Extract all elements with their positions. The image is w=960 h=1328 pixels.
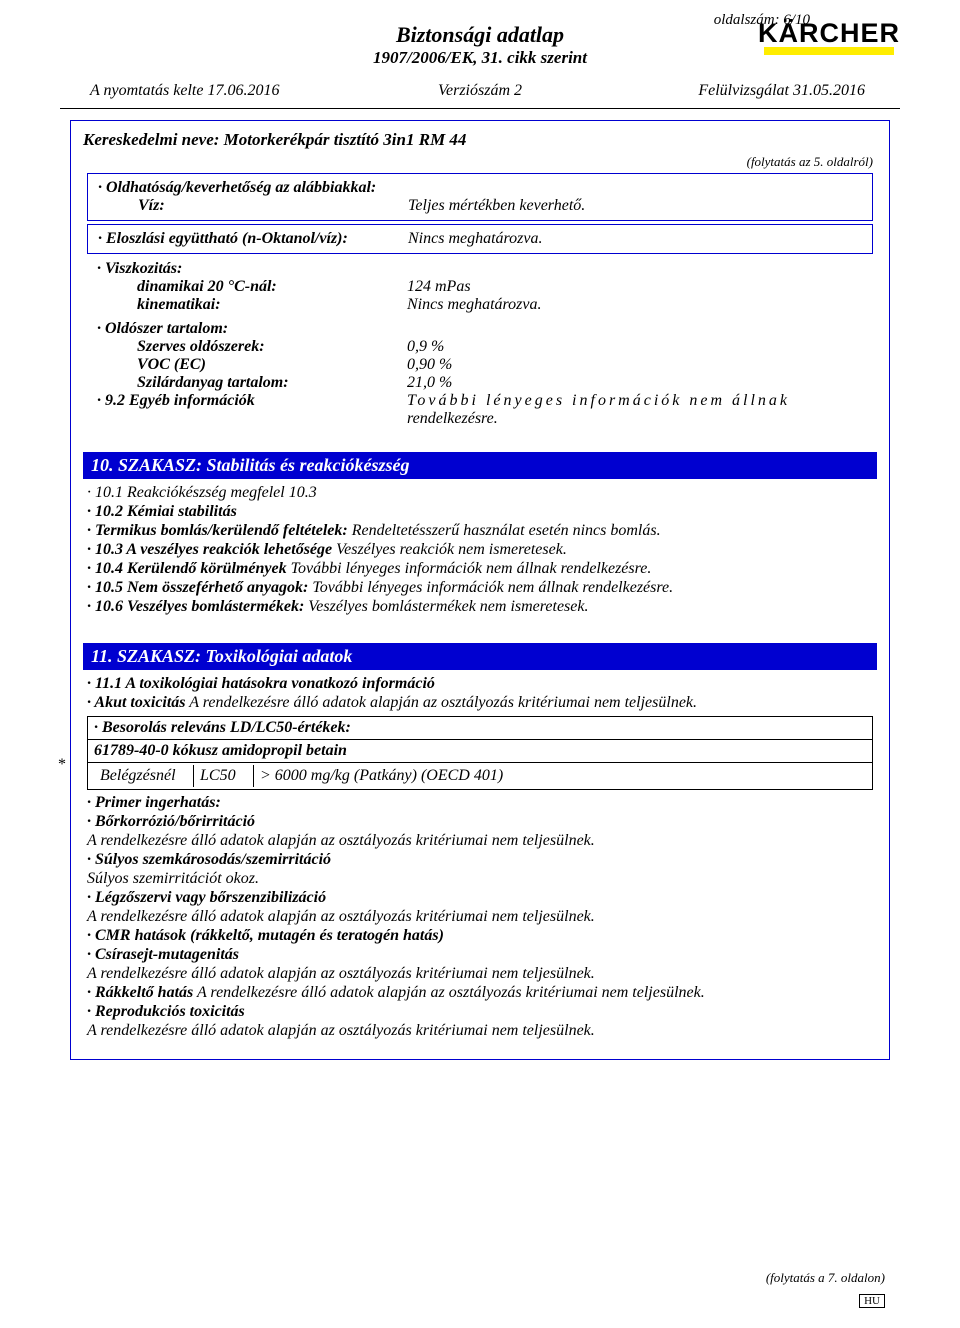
- water-label: Víz:: [98, 197, 408, 215]
- solubility-box: Oldhatóság/keverhetőség az alábbiakkal: …: [87, 173, 873, 221]
- s10-line: · 10.1 Reakciókészség megfelel 10.3: [87, 484, 873, 502]
- s11-line: A rendelkezésre álló adatok alapján az o…: [87, 965, 873, 983]
- other-info-label: 9.2 Egyéb információk: [97, 392, 407, 410]
- continued-from: (folytatás az 5. oldalról): [87, 154, 873, 170]
- section-10: 10. SZAKASZ: Stabilitás és reakciókészsé…: [87, 452, 873, 619]
- s11-line: Rákkeltő hatás A rendelkezésre álló adat…: [87, 984, 873, 1002]
- product-name: Kereskedelmi neve: Motorkerékpár tisztít…: [83, 130, 873, 150]
- section-11: 11. SZAKASZ: Toxikológiai adatok 11.1 A …: [87, 643, 873, 1043]
- section-10-body: · 10.1 Reakciókészség megfelel 10.3 · 10…: [87, 479, 873, 619]
- solvent-content-label: Oldószer tartalom:: [97, 320, 407, 338]
- s11-line: Akut toxicitás A rendelkezésre álló adat…: [87, 694, 873, 712]
- s11-line: CMR hatások (rákkeltő, mutagén és terato…: [87, 927, 873, 945]
- water-value: Teljes mértékben keverhető.: [408, 197, 862, 215]
- s11-line: Csírasejt-mutagenitás: [87, 946, 873, 964]
- doc-title: Biztonsági adatlap: [0, 22, 960, 48]
- organic-label: Szerves oldószerek:: [97, 338, 407, 356]
- s10-line: · Termikus bomlás/kerülendő feltételek: …: [87, 522, 873, 540]
- voc-label: VOC (EC): [97, 356, 407, 374]
- table-row: Besorolás releváns LD/LC50-értékek:: [88, 717, 872, 739]
- viscosity-block: Viszkozitás: dinamikai 20 °C-nál: 124 mP…: [87, 257, 873, 428]
- s10-line: · 10.3 A veszélyes reakciók lehetősége V…: [87, 541, 873, 559]
- voc-value: 0,90 %: [407, 356, 863, 374]
- dynamic-value: 124 mPas: [407, 278, 863, 296]
- s11-line: 11.1 A toxikológiai hatásokra vonatkozó …: [87, 675, 873, 693]
- s10-line: · 10.2 Kémiai stabilitás: [87, 503, 873, 521]
- other-info-value: További lényeges információk nem állnak: [407, 392, 863, 410]
- cell-value: > 6000 mg/kg (Patkány) (OECD 401): [254, 765, 866, 787]
- s11-line: Súlyos szemkárosodás/szemirritáció: [87, 851, 873, 869]
- dynamic-label: dinamikai 20 °C-nál:: [97, 278, 407, 296]
- page: oldalszám: 6/10 KÄRCHER Biztonsági adatl…: [0, 0, 960, 1328]
- solubility-label: Oldhatóság/keverhetőség az alábbiakkal:: [98, 179, 408, 197]
- kinematic-value: Nincs meghatározva.: [407, 296, 863, 314]
- s11-line: A rendelkezésre álló adatok alapján az o…: [87, 832, 873, 850]
- s10-line: · 10.4 Kerülendő körülmények További lén…: [87, 560, 873, 578]
- solid-label: Szilárdanyag tartalom:: [97, 374, 407, 392]
- change-marker: *: [58, 756, 66, 774]
- solid-value: 21,0 %: [407, 374, 863, 392]
- organic-value: 0,9 %: [407, 338, 863, 356]
- cell-type: LC50: [194, 765, 254, 787]
- cell-route: Belégzésnél: [94, 765, 194, 787]
- section-10-heading: 10. SZAKASZ: Stabilitás és reakciókészsé…: [83, 452, 877, 479]
- s11-line: A rendelkezésre álló adatok alapján az o…: [87, 1022, 873, 1040]
- table-row: 61789-40-0 kókusz amidopropil betain: [88, 739, 872, 762]
- kinematic-label: kinematikai:: [97, 296, 407, 314]
- lang-code: HU: [859, 1294, 885, 1308]
- viscosity-label: Viszkozitás:: [97, 260, 407, 278]
- s11-line: Súlyos szemirritációt okoz.: [87, 870, 873, 888]
- header-rule: [60, 108, 900, 109]
- ldlc50-table: Besorolás releváns LD/LC50-értékek: 6178…: [87, 716, 873, 790]
- doc-header: Biztonsági adatlap 1907/2006/EK, 31. cik…: [0, 22, 960, 68]
- partition-value: Nincs meghatározva.: [408, 230, 862, 248]
- section-11-body: 11.1 A toxikológiai hatásokra vonatkozó …: [87, 670, 873, 1043]
- s11-line: Légzőszervi vagy bőrszenzibilizáció: [87, 889, 873, 907]
- s10-line: · 10.6 Veszélyes bomlástermékek: Veszély…: [87, 598, 873, 616]
- s11-line: Reprodukciós toxicitás: [87, 1003, 873, 1021]
- content-frame: Kereskedelmi neve: Motorkerékpár tisztít…: [70, 120, 890, 1060]
- s10-line: · 10.5 Nem összeférhető anyagok: További…: [87, 579, 873, 597]
- s11-line: Primer ingerhatás:: [87, 794, 873, 812]
- table-row: Belégzésnél LC50 > 6000 mg/kg (Patkány) …: [88, 762, 872, 789]
- s11-line: Bőrkorrózió/bőrirritáció: [87, 813, 873, 831]
- doc-subtitle: 1907/2006/EK, 31. cikk szerint: [0, 48, 960, 68]
- other-info-value2: rendelkezésre.: [407, 410, 863, 428]
- continued-to: (folytatás a 7. oldalon): [766, 1270, 885, 1286]
- partition-box: Eloszlási együttható (n-Oktanol/víz): Ni…: [87, 224, 873, 254]
- s11-line: A rendelkezésre álló adatok alapján az o…: [87, 908, 873, 926]
- section-11-heading: 11. SZAKASZ: Toxikológiai adatok: [83, 643, 877, 670]
- partition-label: Eloszlási együttható (n-Oktanol/víz):: [98, 230, 408, 248]
- revision-date: Felülvizsgálat 31.05.2016: [698, 82, 865, 100]
